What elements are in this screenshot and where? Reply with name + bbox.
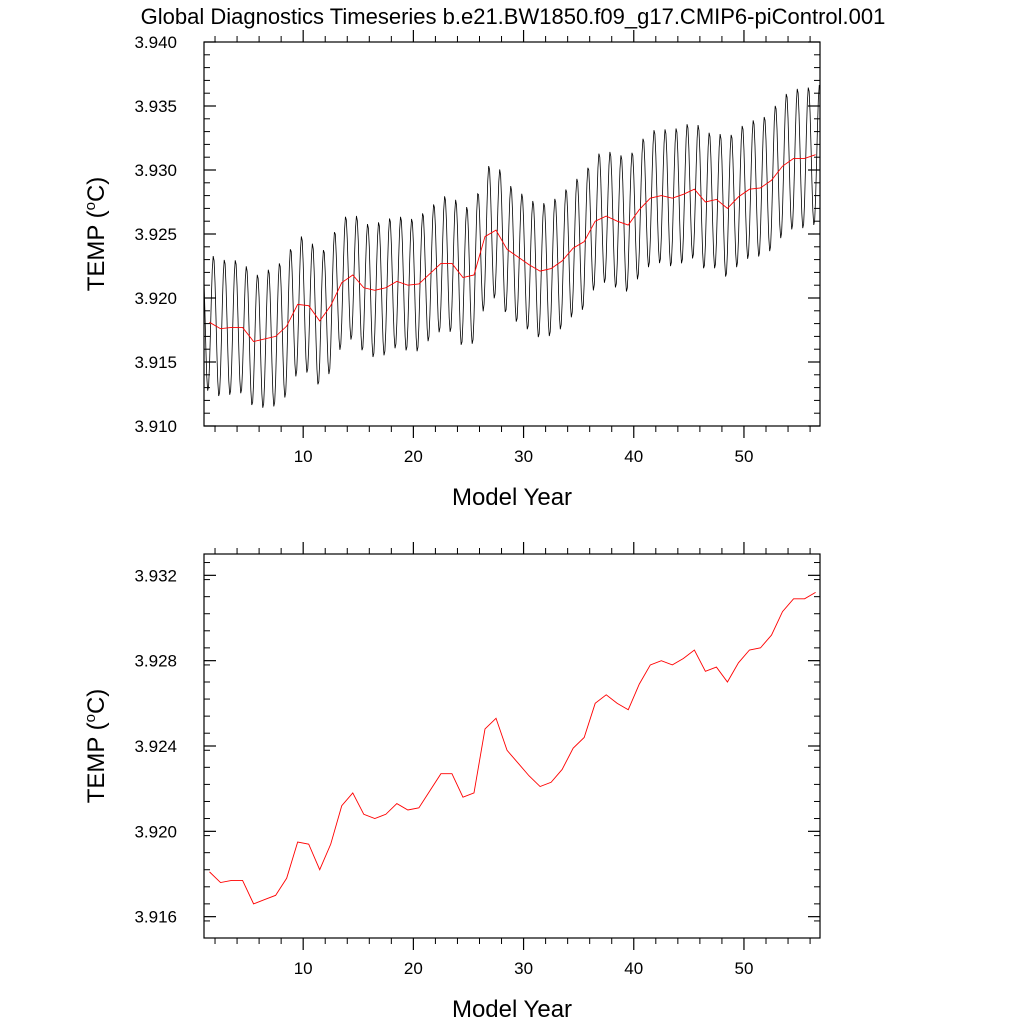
bottom-y-tick-label: 3.920 (134, 822, 177, 841)
bottom-x-tick-label: 20 (404, 959, 423, 978)
bottom-plot-frame (203, 553, 821, 939)
bottom-x-axis-label: Model Year (452, 996, 572, 1023)
top-x-tick-label: 50 (735, 447, 754, 466)
top-series-monthly (203, 84, 820, 408)
bottom-y-axis-label-degree: o (82, 714, 99, 722)
bottom-series-annual-mean (209, 592, 816, 905)
bottom-y-tick-label: 3.916 (134, 908, 177, 927)
bottom-x-tick-label: 10 (294, 959, 313, 978)
top-panel: 10 20 30 40 50 3.910 3.915 3.920 3.925 3.930 3.935… (82, 30, 821, 511)
bottom-panel: 10 20 30 40 50 3.916 3.920 3.924 3.928 3.932 Mode… (82, 542, 821, 1023)
bottom-series (209, 592, 816, 905)
bottom-y-tick-label: 3.928 (134, 652, 177, 671)
top-x-tick-label: 10 (294, 447, 313, 466)
top-y-tick-label: 3.915 (134, 353, 177, 372)
top-y-axis-label-degree: o (82, 202, 99, 210)
bottom-y-axis-label-text: TEMP ( (83, 722, 110, 803)
figure-title: Global Diagnostics Timeseries b.e21.BW18… (141, 4, 886, 29)
top-series-annual-mean (209, 154, 816, 343)
top-x-tick-label: 40 (624, 447, 643, 466)
bottom-y-axis-label-unit: C) (83, 689, 110, 714)
top-y-tick-label: 3.910 (134, 417, 177, 436)
top-y-tick-label: 3.920 (134, 289, 177, 308)
top-y-tick-label: 3.935 (134, 97, 177, 116)
top-x-tick-label: 30 (514, 447, 533, 466)
top-y-axis-label: TEMP (oC) (82, 177, 110, 292)
top-ticks: 10 20 30 40 50 3.910 3.915 3.920 3.925 3.930 3.935… (134, 30, 820, 466)
bottom-ticks: 10 20 30 40 50 3.916 3.920 3.924 3.928 3.932 (134, 542, 820, 978)
bottom-y-tick-label: 3.932 (134, 566, 177, 585)
top-y-tick-label: 3.940 (134, 33, 177, 52)
top-x-tick-label: 20 (404, 447, 423, 466)
top-y-tick-label: 3.925 (134, 225, 177, 244)
bottom-y-tick-label: 3.924 (134, 737, 177, 756)
top-y-axis-label-unit: C) (83, 177, 110, 202)
top-series (203, 84, 820, 408)
bottom-x-tick-label: 30 (514, 959, 533, 978)
bottom-x-tick-label: 50 (735, 959, 754, 978)
top-y-tick-label: 3.930 (134, 161, 177, 180)
bottom-x-tick-label: 40 (624, 959, 643, 978)
top-x-axis-label: Model Year (452, 484, 572, 511)
bottom-y-axis-label: TEMP (oC) (82, 689, 110, 804)
top-y-axis-label-text: TEMP ( (83, 210, 110, 291)
